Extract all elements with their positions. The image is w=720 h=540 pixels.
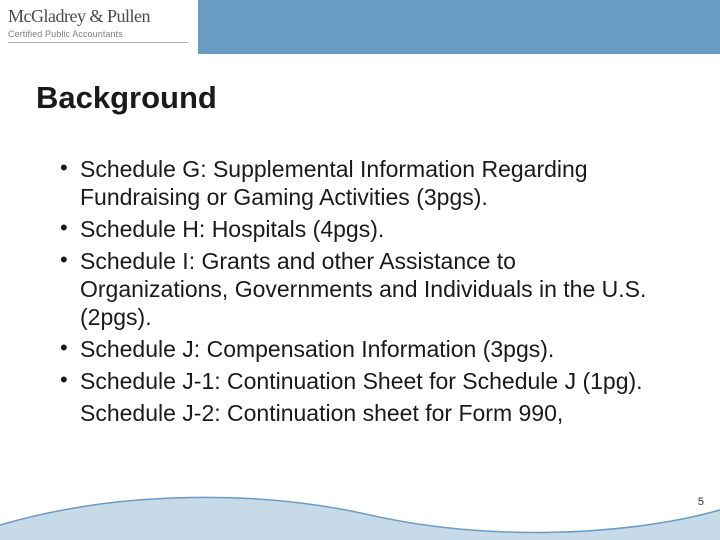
wave-stroke [0, 497, 720, 532]
list-item: Schedule J-1: Continuation Sheet for Sch… [60, 367, 670, 395]
wave-fill [0, 497, 720, 540]
bullet-list: Schedule G: Supplemental Information Reg… [60, 155, 670, 431]
brand-subtitle: Certified Public Accountants [8, 29, 190, 39]
list-item: Schedule H: Hospitals (4pgs). [60, 215, 670, 243]
slide: McGladrey & Pullen Certified Public Acco… [0, 0, 720, 540]
logo-block: McGladrey & Pullen Certified Public Acco… [0, 0, 198, 54]
list-item: Schedule J: Compensation Information (3p… [60, 335, 670, 363]
footer-wave [0, 480, 720, 540]
page-title: Background [36, 80, 217, 116]
list-item: Schedule J-2: Continuation sheet for For… [60, 399, 670, 427]
page-number: 5 [698, 496, 704, 508]
brand-name: McGladrey & Pullen [8, 6, 190, 27]
list-item: Schedule G: Supplemental Information Reg… [60, 155, 670, 211]
list-item: Schedule I: Grants and other Assistance … [60, 247, 670, 331]
brand-rule [8, 42, 188, 43]
